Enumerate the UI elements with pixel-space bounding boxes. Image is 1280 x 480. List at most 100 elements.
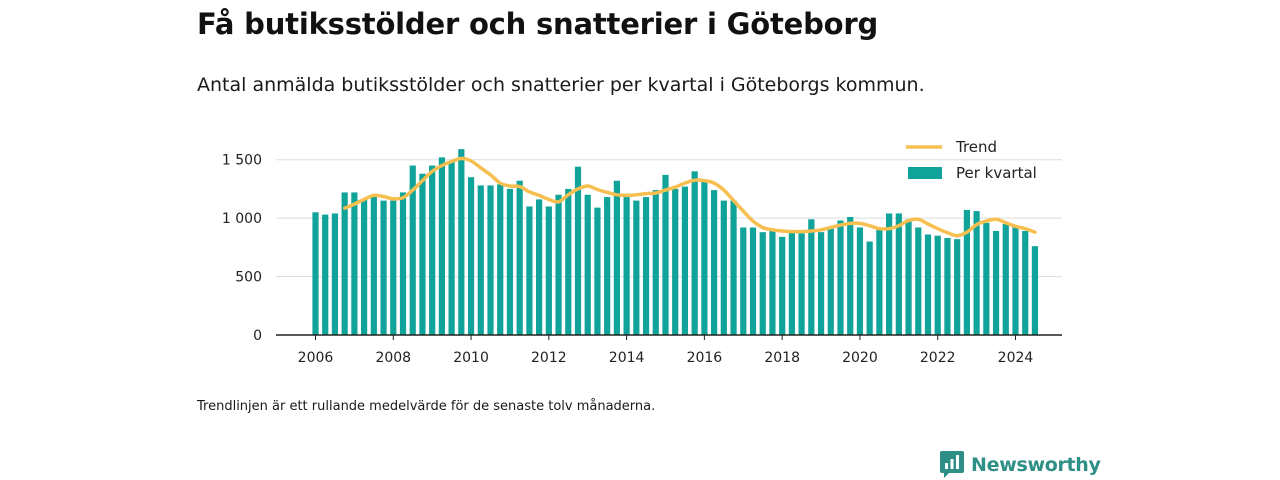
bar <box>516 180 523 335</box>
bar <box>458 149 465 335</box>
bar <box>973 211 980 335</box>
bar <box>788 232 795 335</box>
bar <box>351 192 358 335</box>
newsworthy-logo-icon <box>940 451 964 478</box>
bar <box>331 213 339 335</box>
bar <box>429 165 436 335</box>
bar <box>390 200 397 335</box>
bar <box>759 232 766 335</box>
bar <box>448 160 455 335</box>
bar <box>847 216 854 335</box>
bar <box>584 194 591 335</box>
axes: 0 500 1 000 1 500 2006 2008 2010 2012 2014 2016 20… <box>222 153 1062 366</box>
y-tick-label: 500 <box>235 270 262 286</box>
bar <box>856 227 864 335</box>
bar <box>992 230 1000 335</box>
bar <box>866 241 873 335</box>
bar <box>691 171 698 335</box>
bar <box>876 227 883 335</box>
trend-line <box>342 156 1037 238</box>
y-tick-label: 1 000 <box>222 211 262 227</box>
trend-series <box>342 156 1037 238</box>
bar <box>711 190 718 335</box>
bar <box>438 157 445 335</box>
bar <box>934 235 941 335</box>
x-tick-label: 2008 <box>375 350 411 366</box>
brand-name: Newsworthy <box>971 454 1101 476</box>
bar <box>506 188 514 335</box>
bar <box>341 192 348 335</box>
bar <box>642 197 650 335</box>
bar <box>662 174 669 335</box>
legend-label-trend: Trend <box>955 138 997 156</box>
bar <box>672 188 679 335</box>
bar <box>886 213 893 335</box>
x-tick-label: 2022 <box>920 350 956 366</box>
bar <box>555 194 562 335</box>
bar <box>409 165 416 335</box>
bar <box>361 199 368 335</box>
bar <box>574 166 582 335</box>
x-tick-label: 2018 <box>764 350 800 366</box>
bar <box>1031 246 1039 335</box>
y-tick-label: 0 <box>253 328 262 344</box>
x-tick-label: 2020 <box>842 350 878 366</box>
bar <box>749 227 757 335</box>
bar <box>827 228 834 335</box>
bar <box>487 185 494 335</box>
bar <box>895 213 902 335</box>
bar <box>565 188 572 335</box>
bar <box>497 184 504 335</box>
bar <box>915 227 922 335</box>
bar <box>322 214 329 335</box>
bar <box>730 200 737 335</box>
bar <box>477 185 484 335</box>
bar <box>419 173 426 335</box>
bar <box>545 206 552 335</box>
bar <box>604 197 611 335</box>
bar <box>701 180 708 335</box>
bar <box>312 212 319 335</box>
bar <box>623 197 630 335</box>
bar <box>1022 230 1029 335</box>
x-tick-label: 2024 <box>998 350 1034 366</box>
y-tick-label: 1 500 <box>222 153 262 169</box>
bar <box>740 227 747 335</box>
bar <box>905 219 912 335</box>
bar <box>652 190 659 335</box>
bar <box>798 233 805 335</box>
legend-swatch-bars <box>908 167 942 179</box>
brand-logo[interactable]: Newsworthy <box>940 451 1101 479</box>
bar <box>681 186 689 335</box>
bar <box>817 232 825 335</box>
chart-subtitle: Antal anmälda butiksstölder och snatteri… <box>197 74 925 96</box>
bar <box>526 206 533 335</box>
bar <box>1012 226 1019 335</box>
footnote: Trendlinjen är ett rullande medelvärde f… <box>197 399 656 414</box>
bar <box>983 222 990 335</box>
bar <box>779 236 786 335</box>
bar <box>963 209 970 335</box>
bar <box>1002 223 1009 335</box>
bar <box>380 200 387 335</box>
bar <box>837 220 844 335</box>
bar <box>594 207 601 335</box>
bar <box>370 195 377 335</box>
x-tick-label: 2006 <box>298 350 334 366</box>
chart-canvas: 0 500 1 000 1 500 2006 2008 2010 2012 2014 2016 20… <box>222 138 1062 366</box>
bar <box>769 228 776 335</box>
bar <box>944 238 951 335</box>
x-tick-label: 2010 <box>453 350 489 366</box>
chart-title: Få butiksstölder och snatterier i Götebo… <box>197 7 879 41</box>
x-tick-label: 2014 <box>609 350 645 366</box>
bar <box>808 219 815 335</box>
bar <box>536 199 543 335</box>
bar <box>613 180 620 335</box>
bar <box>467 177 475 335</box>
bar <box>924 234 932 335</box>
bar <box>633 200 640 335</box>
bar <box>954 239 961 335</box>
x-tick-label: 2016 <box>687 350 723 366</box>
bar-series <box>312 149 1039 335</box>
bar <box>720 200 727 335</box>
